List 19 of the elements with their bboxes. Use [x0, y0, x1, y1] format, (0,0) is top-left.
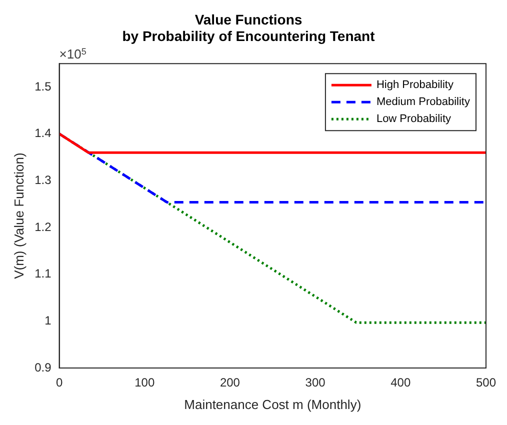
- y-tick-label: 1.5: [34, 79, 52, 94]
- x-tick-label: 100: [134, 376, 155, 390]
- legend-label: High Probability: [376, 79, 454, 92]
- chart-title: Value Functions by Probability of Encountering Tenant: [122, 11, 376, 44]
- y-tick-label: 1.2: [34, 220, 52, 234]
- x-tick-label: 0: [56, 376, 63, 390]
- y-tick-label: 0.9: [34, 360, 52, 374]
- y-tick-label: 1: [44, 313, 52, 328]
- y-tick-label: 1.4: [34, 126, 52, 140]
- y-tick-label: 1.3: [34, 172, 52, 187]
- y-axis-title: V(m) (Value Function): [11, 152, 26, 279]
- x-tick-label: 400: [390, 376, 411, 390]
- legend-label: Medium Probability: [376, 96, 470, 108]
- y-tick-label: 1.1: [34, 266, 52, 281]
- x-tick-label: 500: [476, 376, 496, 390]
- x-tick-label: 200: [220, 376, 240, 390]
- x-axis-title: Maintenance Cost m (Monthly): [184, 396, 362, 412]
- legend-label: Low Probability: [376, 113, 452, 126]
- x-tick-label: 300: [305, 376, 326, 390]
